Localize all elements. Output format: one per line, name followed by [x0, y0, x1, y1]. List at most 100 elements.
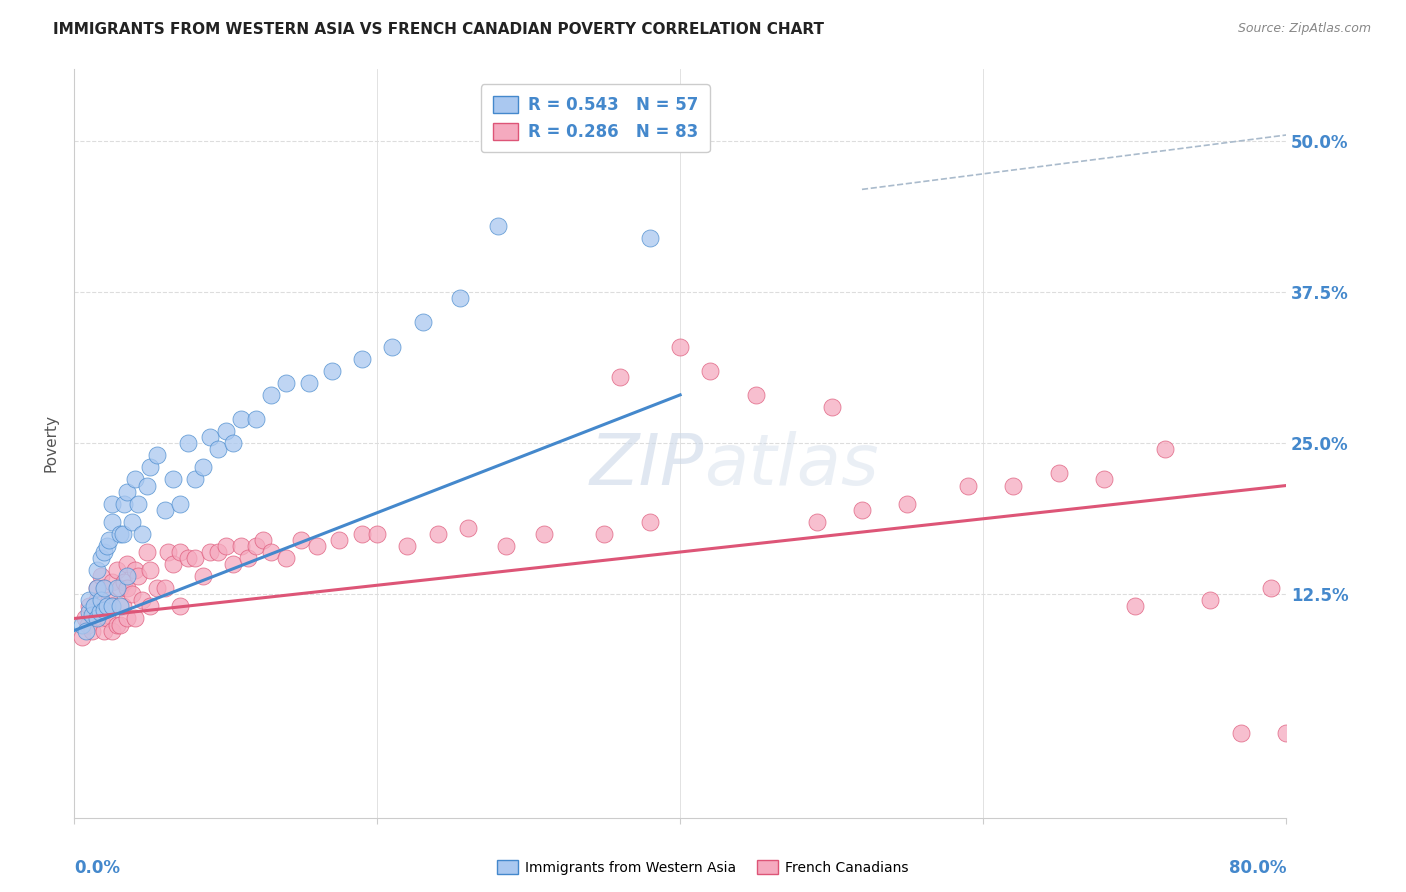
Text: atlas: atlas [704, 431, 879, 500]
Point [457, 521, 479, 535]
Point [139, 460, 162, 475]
Point [108, 599, 131, 614]
Point [669, 339, 692, 353]
Text: 80.0%: 80.0% [1229, 859, 1286, 877]
Point [90, 611, 112, 625]
Point [245, 539, 267, 553]
Point [139, 599, 162, 614]
Point [101, 624, 124, 638]
Point [77, 606, 100, 620]
Point [97, 533, 120, 547]
Point [112, 575, 135, 590]
Point [229, 412, 252, 426]
Point [146, 581, 169, 595]
Point [298, 376, 321, 390]
Point [115, 569, 138, 583]
Text: Source: ZipAtlas.com: Source: ZipAtlas.com [1237, 22, 1371, 36]
Point [222, 436, 245, 450]
Point [638, 231, 661, 245]
Point [82, 624, 104, 638]
Point [638, 515, 661, 529]
Point [77, 599, 100, 614]
Point [1002, 478, 1025, 492]
Point [381, 339, 404, 353]
Point [124, 473, 146, 487]
Point [238, 551, 260, 566]
Point [70, 617, 93, 632]
Point [101, 599, 124, 614]
Point [821, 400, 844, 414]
Point [260, 388, 283, 402]
Point [96, 599, 118, 614]
Point [115, 557, 138, 571]
Point [290, 533, 312, 547]
Point [76, 617, 98, 632]
Point [533, 527, 555, 541]
Point [1260, 581, 1282, 595]
Point [350, 527, 373, 541]
Point [83, 599, 105, 614]
Point [169, 545, 191, 559]
Point [108, 581, 131, 595]
Point [593, 527, 616, 541]
Point [191, 460, 214, 475]
Point [108, 527, 131, 541]
Point [260, 545, 283, 559]
Text: IMMIGRANTS FROM WESTERN ASIA VS FRENCH CANADIAN POVERTY CORRELATION CHART: IMMIGRANTS FROM WESTERN ASIA VS FRENCH C… [53, 22, 824, 37]
Point [108, 617, 131, 632]
Text: 0.0%: 0.0% [75, 859, 120, 877]
Point [214, 424, 236, 438]
Point [321, 364, 343, 378]
Point [276, 376, 298, 390]
Point [93, 581, 115, 595]
Point [115, 484, 138, 499]
Point [806, 515, 828, 529]
Point [127, 497, 149, 511]
Point [184, 551, 207, 566]
Point [96, 611, 118, 625]
Point [1047, 467, 1070, 481]
Point [131, 593, 153, 607]
Point [90, 551, 112, 566]
Point [214, 539, 236, 553]
Point [93, 581, 115, 595]
Point [169, 497, 191, 511]
Point [153, 502, 176, 516]
Point [162, 557, 184, 571]
Point [276, 551, 298, 566]
Point [412, 315, 434, 329]
Point [77, 593, 100, 607]
Point [1123, 599, 1146, 614]
Point [101, 515, 124, 529]
Point [157, 545, 180, 559]
Point [112, 497, 135, 511]
Point [90, 569, 112, 583]
Point [73, 611, 96, 625]
Point [486, 219, 509, 233]
Point [101, 575, 124, 590]
Point [449, 291, 471, 305]
Point [1199, 593, 1222, 607]
Point [83, 606, 105, 620]
Point [184, 473, 207, 487]
Point [115, 581, 138, 595]
Text: ZIP: ZIP [591, 431, 704, 500]
Point [121, 515, 143, 529]
Point [252, 533, 274, 547]
Point [139, 563, 162, 577]
Point [124, 563, 146, 577]
Point [97, 593, 120, 607]
Point [146, 448, 169, 462]
Legend: Immigrants from Western Asia, French Canadians: Immigrants from Western Asia, French Can… [492, 855, 914, 880]
Point [956, 478, 979, 492]
Point [82, 607, 104, 622]
Point [177, 436, 200, 450]
Point [200, 430, 222, 444]
Point [177, 551, 200, 566]
Point [121, 587, 143, 601]
Point [1229, 726, 1251, 740]
Point [169, 599, 191, 614]
Point [207, 545, 229, 559]
Point [93, 624, 115, 638]
Point [105, 617, 128, 632]
